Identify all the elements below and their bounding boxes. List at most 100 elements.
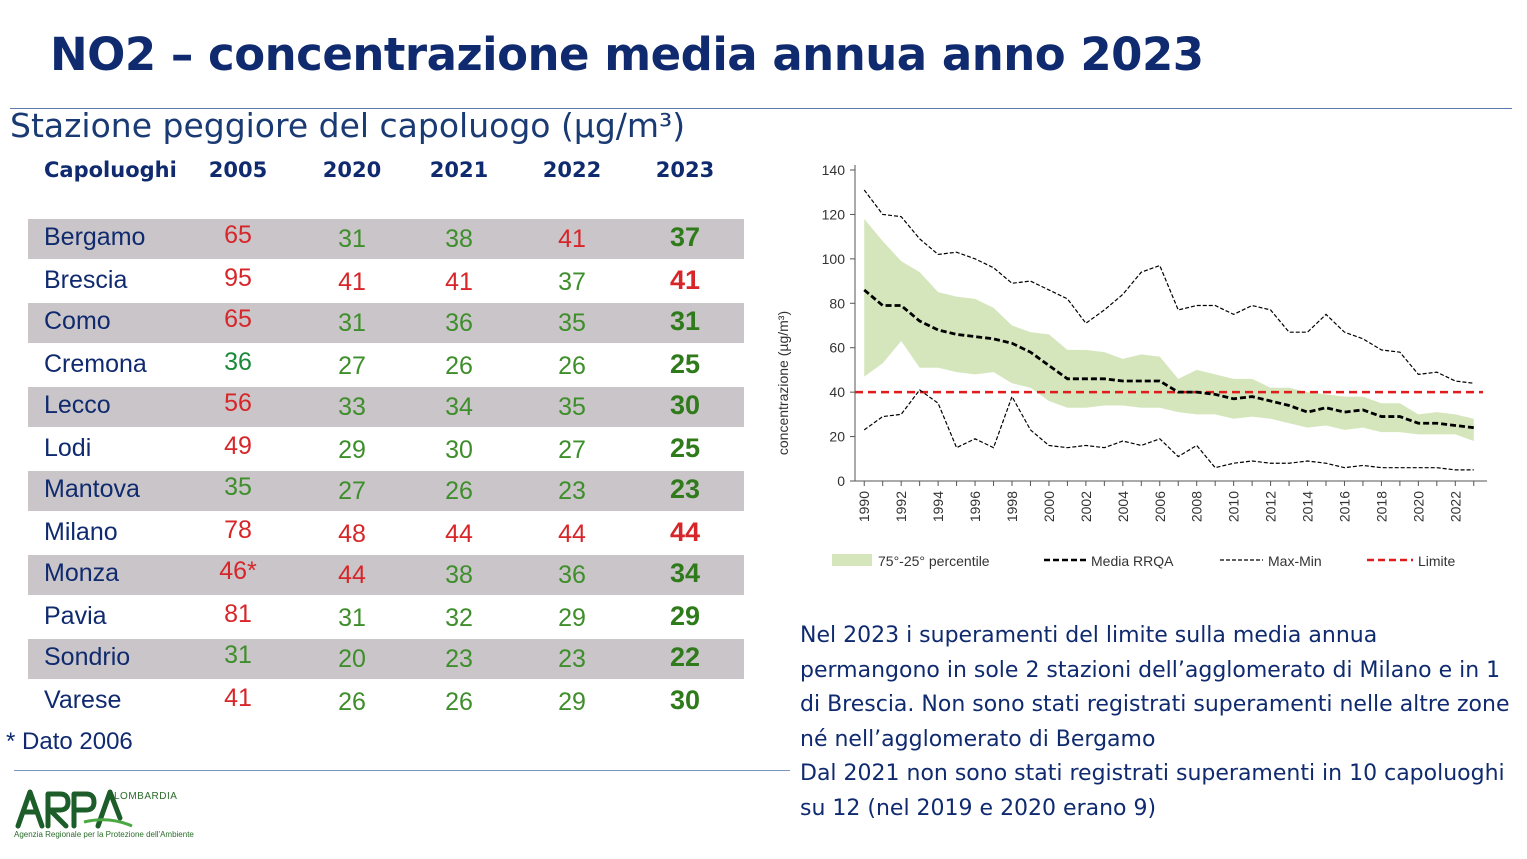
x-tick-label: 1990 xyxy=(856,491,872,522)
value-2020: 41 xyxy=(338,268,366,296)
value-2022: 29 xyxy=(558,688,586,716)
value-2005: 31 xyxy=(224,641,252,669)
value-2005: 36 xyxy=(224,348,252,376)
value-2021: 36 xyxy=(445,309,473,337)
value-2020: 48 xyxy=(338,520,366,548)
note-paragraph-1: Nel 2023 i superamenti del limite sulla … xyxy=(800,623,1510,752)
table-row: Cremona 36 27 26 26 25 xyxy=(28,346,744,386)
value-2023: 37 xyxy=(669,222,701,252)
y-tick-label: 60 xyxy=(829,340,845,356)
footer-divider xyxy=(14,770,790,771)
x-tick-label: 2018 xyxy=(1373,491,1389,522)
value-2022: 35 xyxy=(558,309,586,337)
logo-region: LOMBARDIA xyxy=(114,791,178,802)
x-tick-label: 2006 xyxy=(1152,491,1168,522)
value-2023: 25 xyxy=(669,349,701,379)
min-line xyxy=(863,389,1474,471)
value-2005: 49 xyxy=(224,432,252,460)
column-header-2020: 2020 xyxy=(322,158,382,182)
x-tick-label: 2010 xyxy=(1226,491,1242,522)
value-2020: 31 xyxy=(338,225,366,253)
table-row: Lecco 56 33 34 35 30 xyxy=(28,387,744,427)
y-tick-label: 0 xyxy=(837,473,845,489)
value-2005: 65 xyxy=(224,221,252,249)
logo-tagline: Agenzia Regionale per la Protezione dell… xyxy=(14,830,194,839)
value-2022: 36 xyxy=(558,561,586,589)
value-2021: 38 xyxy=(445,561,473,589)
y-tick-label: 140 xyxy=(822,162,846,178)
value-2021: 26 xyxy=(445,352,473,380)
y-tick-label: 120 xyxy=(822,206,846,222)
x-tick-label: 2022 xyxy=(1447,491,1463,522)
city-name: Milano xyxy=(44,518,118,546)
city-name: Sondrio xyxy=(44,643,131,671)
city-name: Lodi xyxy=(44,434,92,462)
value-2022: 29 xyxy=(558,604,586,632)
value-2020: 20 xyxy=(338,645,366,673)
city-name: Cremona xyxy=(44,350,147,378)
value-2021: 23 xyxy=(445,645,473,673)
arpa-logo-mark xyxy=(15,789,133,829)
x-tick-label: 2008 xyxy=(1189,491,1205,522)
value-2023: 23 xyxy=(669,474,701,504)
value-2020: 27 xyxy=(338,477,366,505)
x-tick-label: 2004 xyxy=(1115,491,1131,522)
value-2022: 27 xyxy=(558,436,586,464)
column-header-2023: 2023 xyxy=(655,158,715,182)
page-title: NO2 – concentrazione media annua anno 20… xyxy=(50,28,1204,81)
x-tick-label: 1994 xyxy=(930,491,946,522)
value-2005: 81 xyxy=(224,600,252,628)
x-tick-label: 1998 xyxy=(1004,491,1020,522)
value-2005: 35 xyxy=(224,473,252,501)
value-2020: 27 xyxy=(338,352,366,380)
value-2021: 30 xyxy=(445,436,473,464)
value-2023: 22 xyxy=(669,642,701,672)
value-2021: 44 xyxy=(445,520,473,548)
value-2021: 34 xyxy=(445,393,473,421)
value-2005: 41 xyxy=(224,684,252,712)
value-2023: 30 xyxy=(669,390,701,420)
value-2022: 37 xyxy=(558,268,586,296)
value-2020: 33 xyxy=(338,393,366,421)
x-tick-label: 2012 xyxy=(1263,491,1279,522)
table-subtitle: Stazione peggiore del capoluogo (µg/m³) xyxy=(10,106,686,145)
table-row: Sondrio 31 20 23 23 22 xyxy=(28,639,744,679)
table-row: Brescia 95 41 41 37 41 xyxy=(28,262,744,302)
table-row: Lodi 49 29 30 27 25 xyxy=(28,430,744,470)
x-tick-label: 2014 xyxy=(1300,491,1316,522)
city-name: Varese xyxy=(44,686,122,714)
value-2021: 26 xyxy=(445,688,473,716)
value-2020: 29 xyxy=(338,436,366,464)
arpa-logo: LOMBARDIA Agenzia Regionale per la Prote… xyxy=(14,786,194,846)
value-2021: 26 xyxy=(445,477,473,505)
value-2005: 65 xyxy=(224,305,252,333)
value-2020: 31 xyxy=(338,604,366,632)
y-tick-label: 40 xyxy=(829,384,845,400)
value-2023: 29 xyxy=(669,601,701,631)
value-2020: 31 xyxy=(338,309,366,337)
table-row: Como 65 31 36 35 31 xyxy=(28,303,744,343)
city-name: Mantova xyxy=(44,475,140,503)
city-name: Como xyxy=(44,307,111,335)
note-paragraph-2: Dal 2021 non sono stati registrati super… xyxy=(800,761,1505,821)
value-2005: 46* xyxy=(219,557,257,585)
title-divider xyxy=(10,108,1512,109)
city-name: Brescia xyxy=(44,266,128,294)
table-row: Milano 78 48 44 44 44 xyxy=(28,514,744,554)
x-tick-label: 1992 xyxy=(893,491,909,522)
y-tick-label: 100 xyxy=(822,251,846,267)
percentile-band xyxy=(864,218,1474,442)
value-2022: 23 xyxy=(558,645,586,673)
value-2020: 26 xyxy=(338,688,366,716)
x-tick-label: 2002 xyxy=(1078,491,1094,522)
column-header-2021: 2021 xyxy=(429,158,489,182)
value-2023: 30 xyxy=(669,685,701,715)
city-name: Bergamo xyxy=(44,223,146,251)
column-header-2005: 2005 xyxy=(208,158,268,182)
footnote: * Dato 2006 xyxy=(6,728,133,755)
value-2021: 38 xyxy=(445,225,473,253)
value-2021: 41 xyxy=(445,268,473,296)
mean-line xyxy=(863,288,1474,430)
city-name: Lecco xyxy=(44,391,111,419)
x-tick-label: 1996 xyxy=(967,491,983,522)
